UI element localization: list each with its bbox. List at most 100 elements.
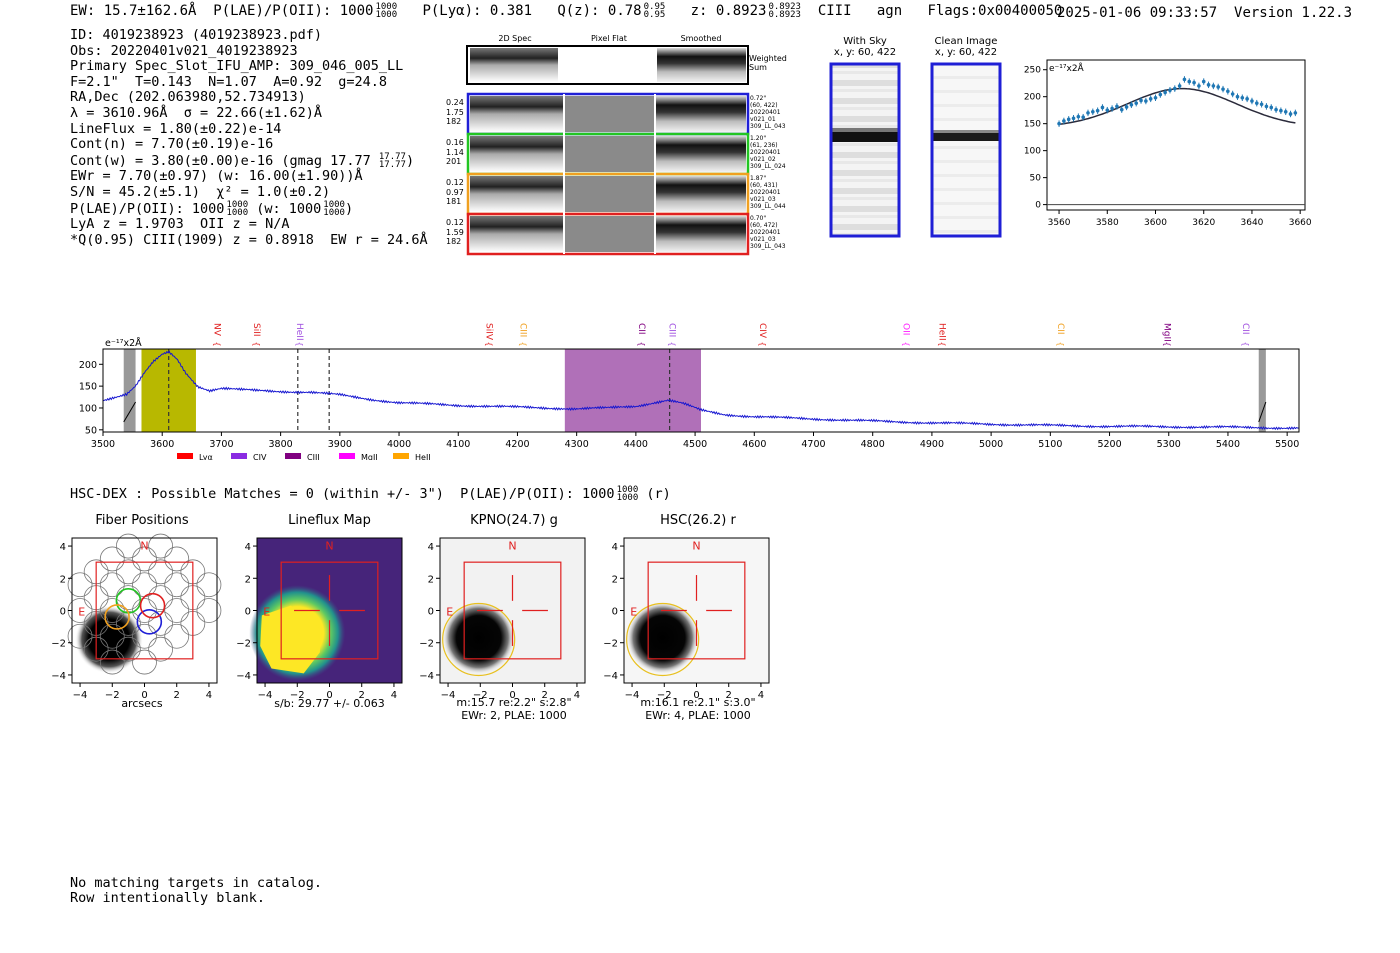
row-2-right-4: 309_LL_024 xyxy=(750,163,786,170)
panel-4-caption-1: m:16.1 re:2.1" s:3.0" xyxy=(640,696,756,709)
line-marker-11: MgII xyxy=(1162,323,1172,342)
weighted-sum-label: Weighted Sum xyxy=(749,54,787,72)
zoom-point-5 xyxy=(1081,115,1085,119)
panel-3: N E −4 −4 −2 −2 0 0 2 2 4 4 xyxy=(419,537,586,701)
zoom-ylabel: e⁻¹⁷x2Å xyxy=(1049,62,1085,74)
full-xtick-label-20: 5500 xyxy=(1275,439,1299,450)
panel-2-xtick-label-2: 0 xyxy=(326,690,332,701)
full-xtick-label-14: 4900 xyxy=(920,439,944,450)
panel-4-aperture xyxy=(647,561,746,660)
panel-2-xtick-label-0: −4 xyxy=(258,690,273,701)
cutout-row-3-flat xyxy=(564,176,654,212)
panel-4-ytick-label-1: −2 xyxy=(603,639,618,650)
zoom-point-31 xyxy=(1206,83,1211,87)
info-line-obs: Obs: 20220401v021_4019238923 xyxy=(70,42,298,59)
info-plae-w-sup: 1000 xyxy=(323,199,345,210)
zoom-point-35 xyxy=(1226,89,1230,94)
zoom-point-43 xyxy=(1264,104,1269,109)
panel-2-core xyxy=(260,605,322,674)
panel-4-ytick-label-0: −4 xyxy=(603,671,618,682)
fiber-10 xyxy=(99,572,125,598)
cutout-row-1-right: 0.72" (60, 422) 20220401 v021_01 309_LL_043 xyxy=(750,95,800,130)
panel-4-xtick-label-0: −4 xyxy=(625,690,640,701)
zoom-xtick-label-1: 3580 xyxy=(1096,218,1119,228)
cutout-row-2-smooth xyxy=(656,136,746,172)
panel-3-north-label: N xyxy=(508,539,516,552)
with-sky-header: With Sky x, y: 60, 422 xyxy=(820,36,910,58)
row-3-left-1: 0.97 xyxy=(446,187,464,197)
info-line-lambda: λ = 3610.96Å σ = 22.66(±1.62)Å xyxy=(70,104,322,121)
zoom-point-33 xyxy=(1216,85,1220,89)
row-2-right-0: 1.20" xyxy=(750,135,767,142)
panel-4-title: HSC(26.2) r xyxy=(660,513,736,528)
cutout-row-3-right: 1.87" (60, 431) 20220401 v021_03 309_LL_044 xyxy=(750,175,800,210)
info-line-contn: Cont(n) = 7.70(±0.19)e-16 xyxy=(70,136,274,153)
info-line-primary: Primary Spec_Slot_IFU_AMP: 309_046_005_L… xyxy=(70,58,404,75)
row-3-right-4: 309_LL_044 xyxy=(750,203,786,210)
with-sky-trace-edge xyxy=(832,128,898,132)
panel-1-xtick-label-3: 2 xyxy=(174,690,180,701)
fiber-30 xyxy=(164,623,190,649)
line-marker-bracket-9: { xyxy=(938,341,947,346)
panel-4-ellipse xyxy=(626,602,700,677)
panel-1-source xyxy=(75,605,144,674)
panel-3-source xyxy=(442,601,515,674)
zoom-ytick-label-3: 150 xyxy=(1024,120,1041,130)
full-xtick-label-3: 3800 xyxy=(269,439,293,450)
fiber-highlight-2 xyxy=(104,604,130,630)
cutout-panel: 2D Spec Pixel Flat Smoothed xyxy=(440,30,800,260)
weighted-sum-2d xyxy=(470,48,558,82)
panel-2-north-label: N xyxy=(325,539,333,552)
cutout-row-2-2d xyxy=(470,136,564,172)
panel-3-east-label: E xyxy=(446,605,453,618)
fiber-1 xyxy=(148,533,174,559)
header-flags: Flags:0x00400050 xyxy=(927,3,1063,19)
line-marker-9: HeII xyxy=(937,323,947,341)
info-plae-text: P(LAE)/P(OII): 1000 xyxy=(70,200,225,217)
cutout-row-3-smooth xyxy=(656,176,746,212)
legend-swatch-3 xyxy=(339,453,356,459)
panel-3-ytick-label-1: −2 xyxy=(419,639,434,650)
header-bar: EW: 15.7±162.6Å P(LAE)/P(OII): 1000 1000 1… xyxy=(70,3,1063,20)
zoom-xtick-label-0: 3560 xyxy=(1048,218,1071,228)
info-plae-sup: 1000 xyxy=(226,199,249,210)
panel-2-caption: s/b: 29.77 +/- 0.063 xyxy=(274,697,385,710)
panel-1-ytick-label-4: 4 xyxy=(60,542,66,553)
full-spectrum-chart: 3500 3600 3700 3800 3900 4000 4100 4200 4300 4400… xyxy=(79,323,1300,460)
fiber-13 xyxy=(196,572,222,598)
line-marker-3: SiIV xyxy=(484,323,494,341)
panel-2-ytick-label-4: 4 xyxy=(245,542,251,553)
panel-2-title: Lineflux Map xyxy=(288,513,371,528)
panel-1-title: Fiber Positions xyxy=(95,513,189,528)
full-xtick-label-16: 5100 xyxy=(1038,439,1062,450)
row-4-right-0: 0.70" xyxy=(750,215,767,222)
fiber-25 xyxy=(148,610,174,636)
line-marker-10: CII xyxy=(1055,323,1065,335)
line-marker-5: CII xyxy=(636,323,646,335)
fiber-7 xyxy=(148,559,174,585)
line-marker-4: CIII xyxy=(517,323,527,337)
hsc-dex-sup: 1000 xyxy=(616,485,639,495)
zoom-point-19 xyxy=(1148,97,1153,101)
header-plya: P(Lyα): 0.381 xyxy=(422,3,533,19)
zoom-point-7 xyxy=(1091,109,1095,114)
legend-label-4: HeII xyxy=(415,453,431,460)
panel-4-ytick-label-3: 2 xyxy=(612,574,618,585)
info-plae-w: (w: 1000 xyxy=(256,200,322,217)
panel-2-east-label: E xyxy=(263,605,270,618)
zoom-ytick-label-0: 0 xyxy=(1035,201,1041,211)
panel-4-ytick-label-2: 0 xyxy=(612,607,618,618)
with-sky-xy: x, y: 60, 422 xyxy=(833,47,897,58)
legend-swatch-4 xyxy=(393,453,410,459)
cutout-row-3-left: 0.12 0.97 181 xyxy=(446,178,468,207)
legend-swatch-2 xyxy=(285,453,302,459)
fiber-22 xyxy=(196,598,222,623)
zoom-point-46 xyxy=(1279,108,1283,113)
panel-2-ytick-label-2: 0 xyxy=(245,607,251,618)
info-contw-text: Cont(w) = 3.80(±0.00)e-16 (gmag 17.77 xyxy=(70,152,371,169)
header-right: 2025-01-06 09:33:57 Version 1.22.3 xyxy=(1057,5,1352,21)
row-1-left-1: 1.75 xyxy=(446,107,464,117)
line-marker-bracket-11: { xyxy=(1163,341,1172,346)
info-line-lineflux: LineFlux = 1.80(±0.22)e-14 xyxy=(70,120,282,137)
line-marker-bracket-2: { xyxy=(295,341,304,346)
